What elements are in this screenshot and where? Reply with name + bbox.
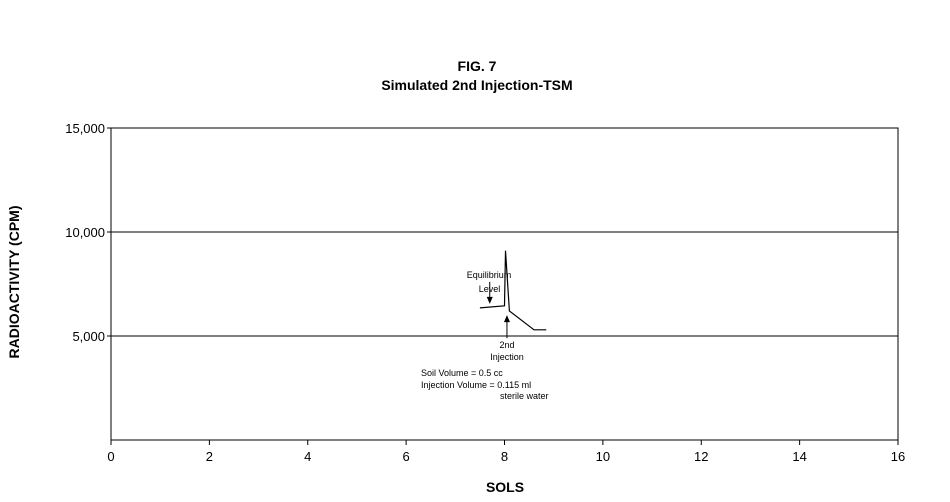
annotation-volume-line: Injection Volume = 0.115 ml — [421, 380, 531, 390]
x-tick-label: 6 — [403, 449, 410, 464]
annotation-volume-line: Soil Volume = 0.5 cc — [421, 368, 503, 378]
series-line — [479, 250, 547, 331]
annotations: EquilibriumLevel2ndInjectionSoil Volume … — [421, 270, 549, 401]
chart-subtitle: Simulated 2nd Injection-TSM — [381, 77, 572, 93]
x-tick-label: 16 — [891, 449, 905, 464]
y-axis: 5,000 10,000 15,000 — [65, 121, 111, 344]
y-tick-label: 5,000 — [72, 329, 105, 344]
chart-title: FIG. 7 — [458, 58, 497, 74]
x-tick-label: 4 — [304, 449, 311, 464]
annotation-injection-arrowhead — [503, 315, 510, 323]
series-layer — [479, 250, 547, 331]
annotation-equilibrium-arrowhead — [486, 296, 493, 304]
y-tick-label: 15,000 — [65, 121, 105, 136]
y-tick-label: 10,000 — [65, 225, 105, 240]
x-axis: 0 2 4 6 8 10 12 14 16 — [107, 440, 905, 464]
annotation-injection-line: Injection — [490, 352, 524, 362]
x-tick-label: 10 — [596, 449, 610, 464]
annotation-volume-line: sterile water — [500, 391, 549, 401]
annotation-equilibrium-line: Equilibrium — [467, 270, 512, 280]
y-axis-title: RADIOACTIVITY (CPM) — [6, 206, 22, 359]
x-tick-label: 14 — [792, 449, 806, 464]
x-axis-title: SOLS — [486, 479, 524, 495]
annotation-injection-line: 2nd — [499, 340, 514, 350]
x-tick-label: 2 — [206, 449, 213, 464]
x-tick-label: 0 — [107, 449, 114, 464]
x-tick-label: 8 — [501, 449, 508, 464]
x-tick-label: 12 — [694, 449, 708, 464]
